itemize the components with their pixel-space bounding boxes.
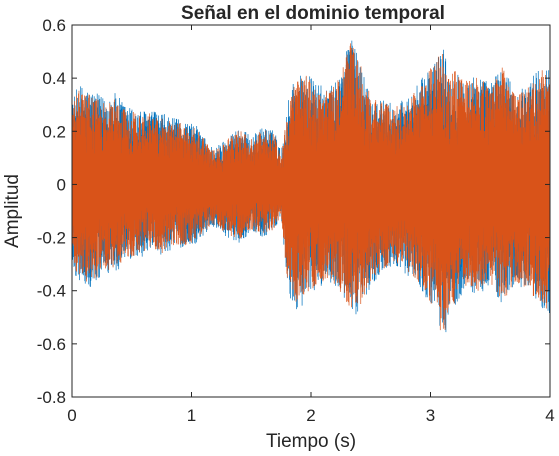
x-axis-label: Tiempo (s) xyxy=(266,431,356,452)
x-axis-ticks: 0 1 2 3 4 xyxy=(67,25,555,425)
chart-title: Señal en el dominio temporal xyxy=(181,3,445,24)
signal-trace-2 xyxy=(72,43,550,331)
series-layer xyxy=(72,40,550,333)
x-tick-label: 4 xyxy=(545,406,554,425)
y-tick-label: -0.4 xyxy=(37,282,66,301)
y-axis-label: Amplitud xyxy=(2,174,23,248)
y-tick-label: 0 xyxy=(57,175,66,194)
y-tick-label: 0.6 xyxy=(42,16,66,35)
x-tick-label: 1 xyxy=(187,406,196,425)
x-tick-label: 3 xyxy=(426,406,435,425)
x-tick-label: 2 xyxy=(306,406,315,425)
y-tick-label: -0.6 xyxy=(37,335,66,354)
y-tick-label: -0.2 xyxy=(37,229,66,248)
y-tick-label: 0.2 xyxy=(42,122,66,141)
y-tick-label: -0.8 xyxy=(37,388,66,407)
y-tick-label: 0.4 xyxy=(42,69,66,88)
x-tick-label: 0 xyxy=(67,406,76,425)
y-axis-ticks: -0.8 -0.6 -0.4 -0.2 0 0.2 0.4 0.6 xyxy=(37,16,550,407)
